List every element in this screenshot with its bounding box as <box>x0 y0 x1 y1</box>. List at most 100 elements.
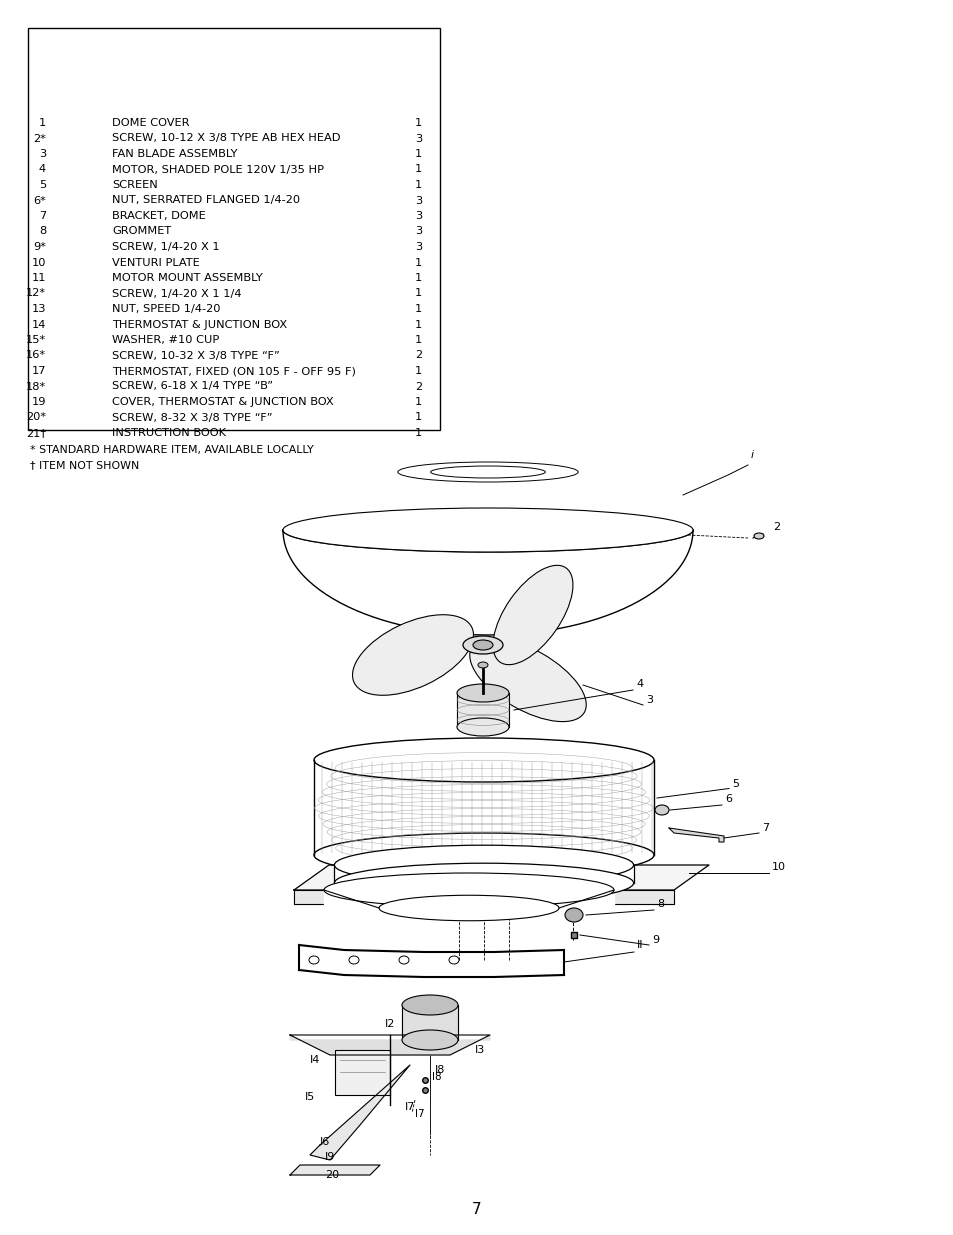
Text: NUT, SPEED 1/4-20: NUT, SPEED 1/4-20 <box>112 304 220 314</box>
Text: 1: 1 <box>415 164 421 174</box>
Text: 14: 14 <box>31 320 46 330</box>
Ellipse shape <box>335 863 633 903</box>
Polygon shape <box>456 693 509 727</box>
Text: 19: 19 <box>31 396 46 408</box>
Ellipse shape <box>449 956 458 965</box>
Ellipse shape <box>378 895 558 921</box>
Text: 5: 5 <box>39 180 46 190</box>
Text: 6*: 6* <box>33 195 46 205</box>
Text: 3: 3 <box>415 133 421 143</box>
Text: II: II <box>637 940 643 950</box>
Ellipse shape <box>314 739 654 782</box>
Text: MOTOR, SHADED POLE 120V 1/35 HP: MOTOR, SHADED POLE 120V 1/35 HP <box>112 164 324 174</box>
Ellipse shape <box>655 805 668 815</box>
Text: WASHER, #10 CUP: WASHER, #10 CUP <box>112 335 219 345</box>
Polygon shape <box>668 827 723 842</box>
Text: 1: 1 <box>415 289 421 299</box>
Text: 3: 3 <box>645 695 652 705</box>
Ellipse shape <box>314 832 654 877</box>
Ellipse shape <box>309 956 318 965</box>
Text: 3: 3 <box>415 226 421 236</box>
Text: THERMOSTAT & JUNCTION BOX: THERMOSTAT & JUNCTION BOX <box>112 320 287 330</box>
Polygon shape <box>310 1065 410 1160</box>
Text: 1: 1 <box>415 366 421 375</box>
Text: SCREW, 6-18 X 1/4 TYPE “B”: SCREW, 6-18 X 1/4 TYPE “B” <box>112 382 273 391</box>
Ellipse shape <box>283 508 692 552</box>
Text: 3: 3 <box>415 195 421 205</box>
Text: 2: 2 <box>415 382 421 391</box>
Text: BRACKET, DOME: BRACKET, DOME <box>112 211 206 221</box>
Text: 2: 2 <box>772 522 780 532</box>
Text: 10: 10 <box>771 862 785 872</box>
Text: GROMMET: GROMMET <box>112 226 172 236</box>
Polygon shape <box>290 1165 379 1174</box>
Text: I5: I5 <box>305 1092 314 1102</box>
Text: i: i <box>750 450 753 459</box>
Ellipse shape <box>349 956 358 965</box>
Ellipse shape <box>401 995 457 1015</box>
Text: 6: 6 <box>724 794 731 804</box>
Text: 12*: 12* <box>26 289 46 299</box>
Ellipse shape <box>430 466 545 478</box>
Text: 4: 4 <box>39 164 46 174</box>
Text: I3: I3 <box>475 1045 485 1055</box>
Text: 5: 5 <box>731 778 739 789</box>
Text: SCREW, 1/4-20 X 1 1/4: SCREW, 1/4-20 X 1 1/4 <box>112 289 241 299</box>
Polygon shape <box>290 1035 490 1055</box>
Text: 4: 4 <box>636 679 642 689</box>
Ellipse shape <box>462 636 502 655</box>
Text: I7: I7 <box>415 1109 424 1119</box>
Text: 8: 8 <box>657 899 663 909</box>
Ellipse shape <box>324 873 614 906</box>
Text: I9: I9 <box>325 1152 335 1162</box>
Text: 3: 3 <box>415 211 421 221</box>
Polygon shape <box>314 760 654 855</box>
Text: 10: 10 <box>31 258 46 268</box>
Ellipse shape <box>477 662 488 668</box>
Text: I8: I8 <box>432 1072 441 1082</box>
Text: 11: 11 <box>31 273 46 283</box>
Text: 7: 7 <box>761 823 768 832</box>
Text: 1: 1 <box>415 273 421 283</box>
Text: 1: 1 <box>415 119 421 128</box>
Bar <box>28 28 439 430</box>
Polygon shape <box>401 1005 457 1040</box>
Text: VENTURI PLATE: VENTURI PLATE <box>112 258 199 268</box>
Ellipse shape <box>353 615 473 695</box>
Text: 2: 2 <box>415 351 421 361</box>
Text: INSTRUCTION BOOK: INSTRUCTION BOOK <box>112 429 226 438</box>
Text: 7: 7 <box>39 211 46 221</box>
Ellipse shape <box>469 638 586 721</box>
Text: 17: 17 <box>31 366 46 375</box>
Ellipse shape <box>398 956 409 965</box>
Text: 1: 1 <box>415 335 421 345</box>
Bar <box>335 1050 390 1095</box>
Text: NUT, SERRATED FLANGED 1/4-20: NUT, SERRATED FLANGED 1/4-20 <box>112 195 300 205</box>
Text: COVER, THERMOSTAT & JUNCTION BOX: COVER, THERMOSTAT & JUNCTION BOX <box>112 396 334 408</box>
Ellipse shape <box>473 640 493 650</box>
Text: MOTOR MOUNT ASSEMBLY: MOTOR MOUNT ASSEMBLY <box>112 273 262 283</box>
Text: † ITEM NOT SHOWN: † ITEM NOT SHOWN <box>30 459 139 471</box>
Text: 3: 3 <box>415 242 421 252</box>
Ellipse shape <box>456 718 509 736</box>
Text: SCREW, 1/4-20 X 1: SCREW, 1/4-20 X 1 <box>112 242 219 252</box>
Text: 1: 1 <box>415 304 421 314</box>
Ellipse shape <box>335 845 633 884</box>
Polygon shape <box>294 890 673 904</box>
Ellipse shape <box>493 566 573 664</box>
Text: I4: I4 <box>310 1055 320 1065</box>
Text: SCREW, 10-12 X 3/8 TYPE AB HEX HEAD: SCREW, 10-12 X 3/8 TYPE AB HEX HEAD <box>112 133 340 143</box>
Text: 1: 1 <box>415 180 421 190</box>
Text: 7: 7 <box>472 1203 481 1218</box>
Text: 21†: 21† <box>26 429 46 438</box>
Text: THERMOSTAT, FIXED (ON 105 F - OFF 95 F): THERMOSTAT, FIXED (ON 105 F - OFF 95 F) <box>112 366 355 375</box>
Text: I8: I8 <box>435 1065 445 1074</box>
Text: 1: 1 <box>39 119 46 128</box>
Text: I7: I7 <box>405 1102 415 1112</box>
Text: 1: 1 <box>415 149 421 159</box>
Text: * STANDARD HARDWARE ITEM, AVAILABLE LOCALLY: * STANDARD HARDWARE ITEM, AVAILABLE LOCA… <box>30 445 314 454</box>
Ellipse shape <box>753 534 763 538</box>
Text: 1: 1 <box>415 258 421 268</box>
Text: 1: 1 <box>415 320 421 330</box>
Text: SCREW, 10-32 X 3/8 TYPE “F”: SCREW, 10-32 X 3/8 TYPE “F” <box>112 351 279 361</box>
